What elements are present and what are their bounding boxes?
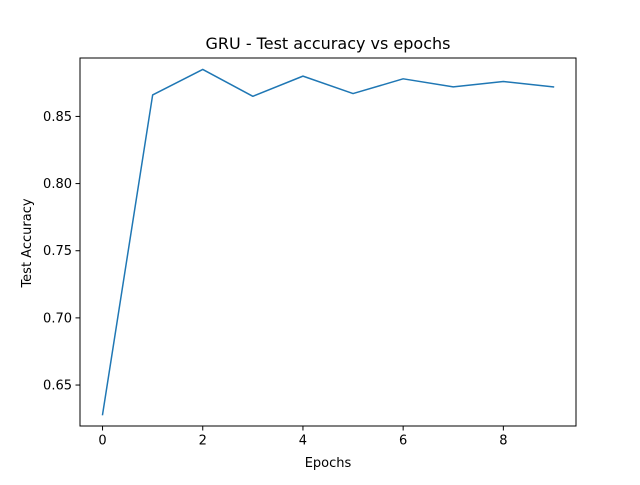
x-axis-label: Epochs: [305, 456, 352, 471]
series-line-0: [101, 68, 555, 416]
x-tick-label-2: 2: [199, 434, 207, 449]
y-tick-label-2: 0.75: [43, 244, 72, 259]
x-tick-label-6: 6: [399, 434, 407, 449]
y-axis-label: Test Accuracy: [20, 198, 35, 288]
y-tick-label-4: 0.85: [43, 110, 72, 125]
chart-title: GRU - Test accuracy vs epochs: [206, 34, 451, 53]
y-tick-label-1: 0.70: [43, 311, 72, 326]
x-tick-label-8: 8: [499, 434, 507, 449]
plot-frame: [79, 57, 577, 427]
y-tick-label-0: 0.65: [43, 379, 72, 394]
plot-area: 0 2 4 6 8 0.65 0.70 0.75 0.80 0.85: [43, 57, 577, 449]
x-tick-label-0: 0: [98, 434, 106, 449]
x-tick-label-4: 4: [299, 434, 307, 449]
y-tick-label-3: 0.80: [43, 177, 72, 192]
